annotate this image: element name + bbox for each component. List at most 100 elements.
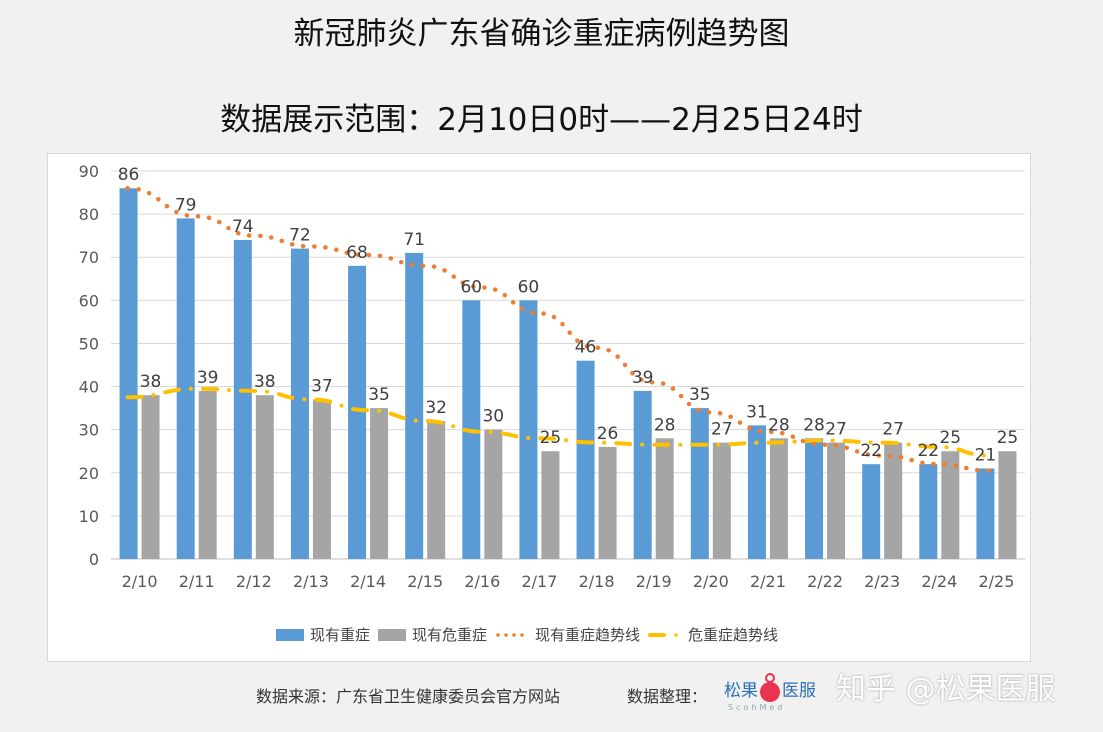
x-tick-label: 2/21 [750,572,786,591]
data-label: 27 [711,420,733,440]
bar-critical [769,438,788,559]
y-tick-label: 60 [79,291,99,310]
x-tick-label: 2/24 [921,572,957,591]
y-tick-label: 0 [89,550,99,569]
x-tick-label: 2/17 [521,572,557,591]
bar-severe [519,300,538,559]
watermark: 知乎 @松果医服 [836,672,1056,707]
data-label: 25 [540,428,562,448]
data-source: 数据来源：广东省卫生健康委员会官方网站 [256,687,561,706]
bar-critical [655,438,674,559]
data-label: 74 [232,217,254,237]
data-label: 38 [140,372,162,392]
trendline-critical [125,386,991,458]
data-label: 35 [368,385,390,405]
trendline-severe [125,185,991,473]
y-tick-label: 80 [79,205,99,224]
data-label: 27 [825,420,847,440]
data-label: 39 [197,368,219,388]
data-label: 28 [803,415,825,435]
bar-critical [141,395,160,559]
data-label: 86 [118,165,140,185]
data-label: 27 [882,420,904,440]
x-tick-label: 2/25 [978,572,1014,591]
data-label: 60 [460,277,482,297]
bar-severe [290,248,309,559]
svg-text:ScohMed: ScohMed [728,703,785,712]
bar-severe [862,464,881,559]
chart-title: 新冠肺炎广东省确诊重症病例趋势图 [293,16,790,52]
svg-text:医服: 医服 [782,681,816,701]
bar-critical [884,442,903,559]
legend-label: 现有重症趋势线 [535,626,641,644]
bar-severe [405,252,424,559]
bar-critical [712,442,731,559]
bar-severe [919,464,938,559]
data-label: 71 [403,230,425,250]
legend-label: 现有重症 [310,626,371,644]
chart-subtitle: 数据展示范围：2月10日0时——2月25日24时 [220,102,863,138]
data-label: 28 [768,415,790,435]
x-tick-label: 2/20 [693,572,729,591]
logo: 松果 医服 ScohMed [724,670,824,712]
bar-critical [998,451,1017,559]
bar-critical [941,451,960,559]
y-tick-label: 30 [79,421,99,440]
data-label: 60 [518,277,540,297]
data-label: 39 [632,368,654,388]
legend-label: 危重症趋势线 [688,626,779,644]
bar-critical [541,451,560,559]
data-compiled-label: 数据整理： [627,687,708,706]
x-tick-label: 2/19 [636,572,672,591]
bar-critical [255,395,274,559]
bar-critical [484,429,503,559]
data-label: 79 [175,195,197,215]
legend-label: 现有危重症 [412,626,488,644]
data-label: 38 [254,372,276,392]
bar-severe [233,239,252,559]
data-label: 68 [346,243,368,263]
data-label: 22 [917,441,939,461]
y-tick-label: 40 [79,378,99,397]
bar-critical [827,442,846,559]
bar-severe [976,468,995,559]
legend-item-critical: 现有危重症 [378,624,487,645]
y-tick-label: 20 [79,464,99,483]
data-label: 21 [975,445,997,465]
data-label: 25 [997,428,1019,448]
x-tick-label: 2/23 [864,572,900,591]
data-label: 26 [597,424,619,444]
bar-critical [427,421,446,559]
y-tick-label: 10 [79,507,99,526]
legend-item-severe-trend: 现有重症趋势线 [495,624,640,645]
data-label: 35 [689,385,711,405]
bar-severe [576,360,595,559]
svg-text:松果: 松果 [724,681,758,701]
bar-severe [633,390,652,559]
x-tick-label: 2/15 [407,572,443,591]
data-label: 25 [939,428,961,448]
bar-severe [747,425,766,559]
bar-severe [119,188,138,559]
x-tick-label: 2/18 [579,572,615,591]
bar-severe [690,408,709,559]
bar-severe [176,218,195,559]
legend: 现有重症 现有危重症 现有重症趋势线 危重症趋势线 [276,624,786,645]
x-tick-label: 2/16 [464,572,500,591]
data-label: 30 [482,407,504,427]
data-label: 72 [289,226,311,246]
bar-critical [198,390,217,559]
data-label: 28 [654,415,676,435]
legend-item-severe: 现有重症 [276,624,370,645]
data-label: 32 [425,398,447,418]
y-tick-label: 70 [79,248,99,267]
data-label: 31 [746,402,768,422]
legend-item-critical-trend: 危重症趋势线 [648,624,778,645]
data-label: 37 [311,376,333,396]
bar-critical [370,408,389,559]
x-tick-label: 2/14 [350,572,386,591]
x-tick-label: 2/10 [122,572,158,591]
data-label: 22 [860,441,882,461]
x-tick-label: 2/12 [236,572,272,591]
